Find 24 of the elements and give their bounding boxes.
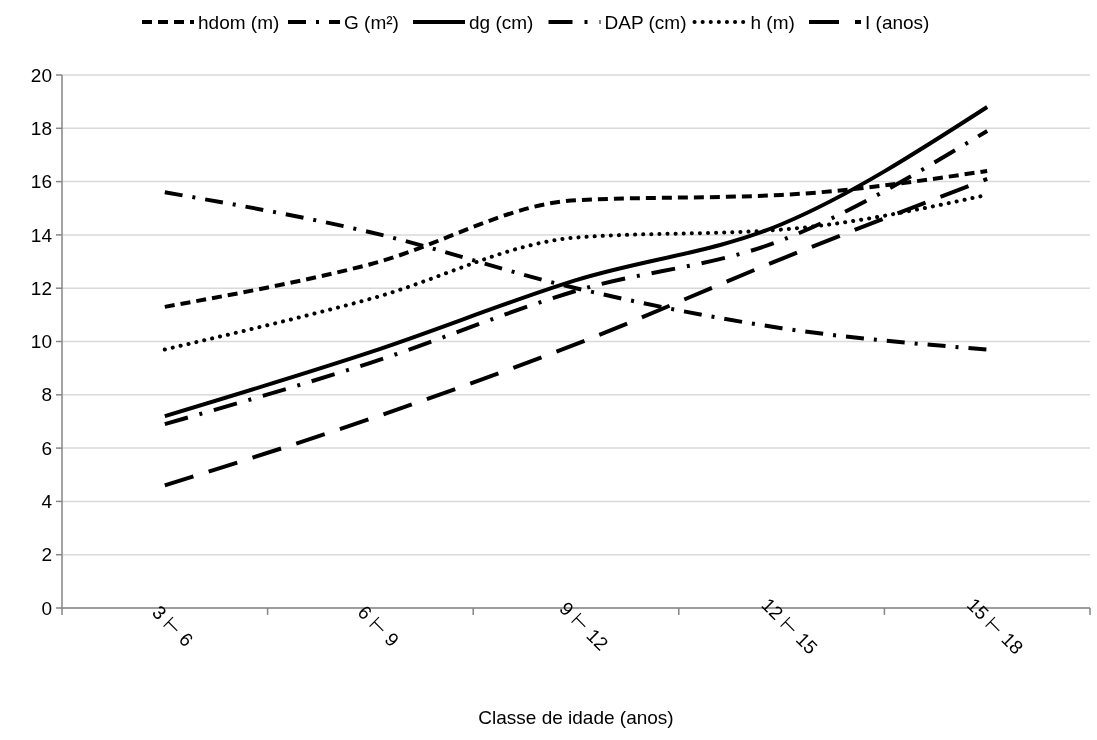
y-tick-label: 18 (30, 117, 52, 139)
x-tick-label: 15 ⊢ 18 (962, 593, 1028, 659)
x-tick-label: 12 ⊢ 15 (757, 593, 822, 659)
legend-label: dg (cm) (469, 11, 534, 33)
line-series (162, 176, 990, 488)
x-axis-title: Classe de idade (anos) (478, 707, 674, 728)
x-tick-label: 3 ⊢ 6 (148, 601, 198, 651)
y-tick-label: 10 (30, 331, 52, 353)
y-tick-label: 6 (41, 437, 52, 459)
x-tick-label: 9 ⊢ 12 (555, 597, 613, 655)
y-tick-label: 8 (41, 384, 52, 406)
y-tick-label: 4 (41, 491, 53, 513)
legend-label: G (m²) (344, 11, 399, 33)
legend-label: hdom (m) (198, 11, 280, 33)
legend-label: h (m) (750, 11, 795, 33)
y-tick-label: 12 (30, 277, 52, 299)
y-tick-label: 14 (30, 224, 53, 246)
y-tick-label: 16 (30, 171, 52, 193)
y-tick-label: 0 (41, 597, 52, 619)
legend-label: DAP (cm) (604, 11, 687, 33)
x-tick-label: 6 ⊢ 9 (353, 601, 403, 651)
y-tick-label: 20 (30, 64, 52, 86)
legend-label: I (anos) (865, 11, 930, 33)
y-tick-label: 2 (41, 544, 52, 566)
